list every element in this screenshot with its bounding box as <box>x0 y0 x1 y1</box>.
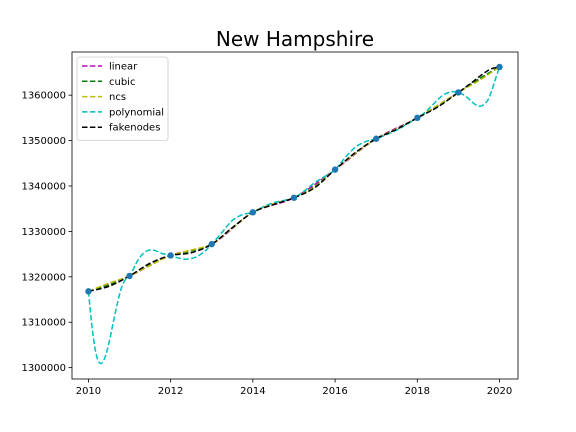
data-point <box>372 135 380 142</box>
y-tick-label: 1300000 <box>21 363 66 374</box>
legend-label-linear: linear <box>109 62 138 73</box>
data-point <box>208 240 215 248</box>
series-line-ncs <box>88 66 500 293</box>
y-tick-label: 1350000 <box>21 136 66 147</box>
data-point <box>331 166 339 173</box>
legend-label-fakenodes: fakenodes <box>109 123 160 134</box>
y-axis: 1300000 1310000 1320000 1330000 1340000 13500… <box>21 91 72 374</box>
data-point <box>455 89 462 96</box>
data-point <box>85 288 92 295</box>
legend-label-ncs: ncs <box>109 92 126 103</box>
legend-box <box>76 56 169 141</box>
data-point <box>414 114 421 122</box>
x-tick-label: 2010 <box>76 386 101 397</box>
y-tick-label: 1360000 <box>21 91 66 102</box>
x-axis: 2010 2012 2014 2016 2018 2020 <box>76 379 512 397</box>
plot-frame <box>71 51 519 380</box>
x-tick-label: 2016 <box>322 386 347 397</box>
x-tick-label: 2020 <box>487 386 512 397</box>
data-points <box>85 63 503 295</box>
legend-label-polynomial: polynomial <box>109 107 164 118</box>
legend-label-cubic: cubic <box>109 77 135 88</box>
series-line-fakenodes <box>88 66 500 293</box>
y-tick-label: 1340000 <box>21 181 66 192</box>
chart-title: New Hampshire <box>216 27 374 51</box>
data-point <box>249 209 257 216</box>
x-tick-label: 2014 <box>240 386 265 397</box>
data-point <box>167 252 174 259</box>
data-point <box>290 194 298 201</box>
y-tick-label: 1320000 <box>21 272 66 283</box>
data-point <box>496 63 503 71</box>
y-tick-label: 1310000 <box>21 318 66 329</box>
x-tick-label: 2012 <box>158 386 183 397</box>
series-layer <box>87 66 501 365</box>
y-tick-label: 1330000 <box>21 227 66 238</box>
series-line-polynomial <box>87 66 501 365</box>
x-tick-label: 2018 <box>405 386 430 397</box>
data-point <box>126 272 133 280</box>
legend: linear cubic ncs polynomial fakenodes <box>76 56 169 141</box>
